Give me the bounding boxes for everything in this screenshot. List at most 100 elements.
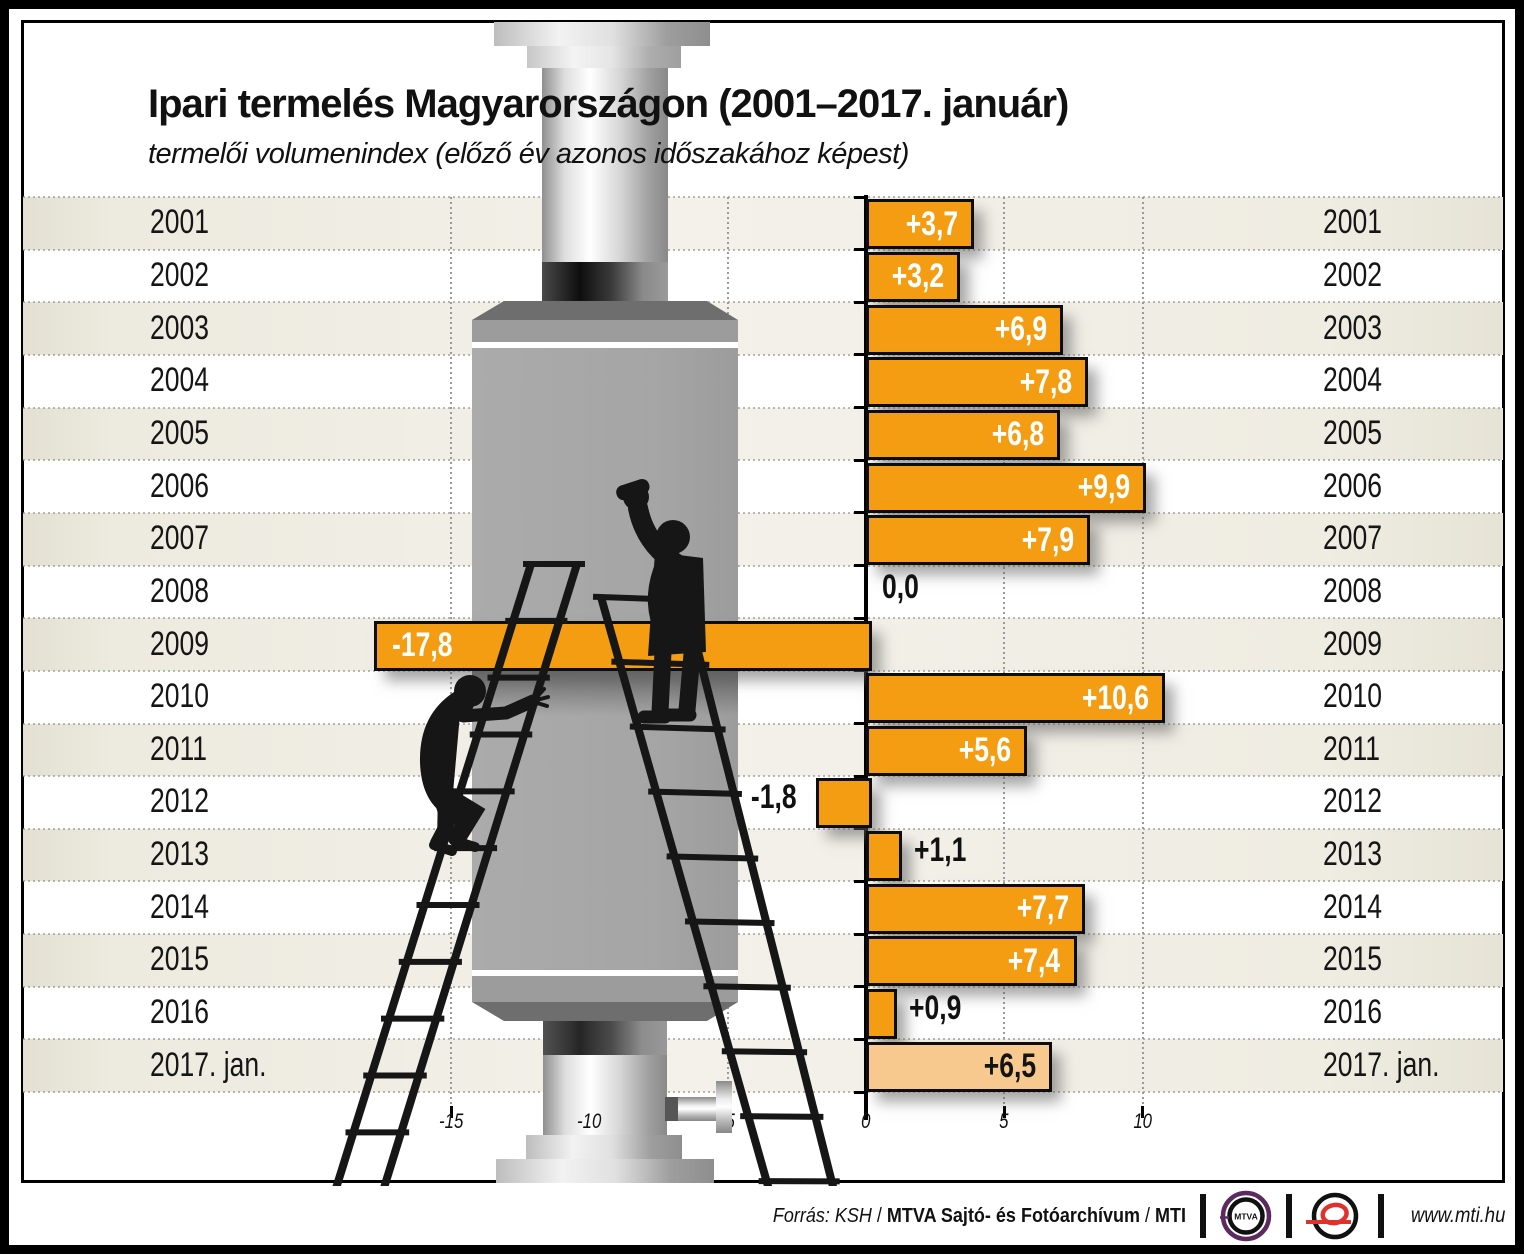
bar-value-label: +6,5 bbox=[983, 1047, 1036, 1086]
year-label-right: 2004 bbox=[1323, 361, 1382, 400]
row-separator bbox=[23, 1091, 1503, 1094]
footer-separator bbox=[1285, 1194, 1292, 1238]
year-label-left: 2002 bbox=[150, 255, 209, 294]
x-axis-tick-label: 5 bbox=[999, 1110, 1009, 1134]
year-label-left: 2017. jan. bbox=[150, 1045, 267, 1084]
bar-value-label: -17,8 bbox=[391, 626, 453, 665]
row-stripe bbox=[23, 407, 1503, 461]
axis-tick bbox=[854, 879, 866, 883]
footer-separator bbox=[1377, 1194, 1384, 1238]
year-label-right: 2012 bbox=[1323, 782, 1382, 821]
page-title: Ipari termelés Magyarországon (2001–2017… bbox=[148, 82, 1069, 126]
axis-tick bbox=[854, 300, 866, 304]
x-axis-tick-label: -5 bbox=[720, 1110, 736, 1134]
year-label-right: 2015 bbox=[1323, 940, 1382, 979]
source-mti: MTI bbox=[1154, 1204, 1186, 1227]
axis-tick bbox=[854, 1037, 866, 1041]
row-stripe bbox=[23, 302, 1503, 355]
bar-value-label: 0,0 bbox=[882, 567, 919, 606]
svg-text:MTVA: MTVA bbox=[1234, 1212, 1257, 1222]
bar-value-label: +3,7 bbox=[905, 204, 959, 243]
gridline-vertical bbox=[1141, 197, 1144, 1107]
row-separator bbox=[23, 248, 1503, 251]
year-label-right: 2006 bbox=[1323, 466, 1382, 505]
x-axis-tick-label: 10 bbox=[1133, 1110, 1152, 1134]
bar-value-label: +6,8 bbox=[991, 415, 1045, 454]
year-label-right: 2003 bbox=[1323, 308, 1382, 347]
year-label-left: 2013 bbox=[150, 835, 209, 874]
year-label-right: 2016 bbox=[1323, 993, 1382, 1032]
axis-tick bbox=[854, 722, 866, 725]
year-label-left: 2012 bbox=[150, 782, 209, 821]
bar: +7,9 bbox=[866, 515, 1091, 566]
row-stripe bbox=[23, 197, 1503, 250]
source-archive: MTVA Sajtó- és Fotóarchívum bbox=[886, 1204, 1140, 1227]
year-label-left: 2005 bbox=[150, 413, 209, 452]
x-axis-tick-label: 0 bbox=[861, 1110, 871, 1134]
bar-value-label: +1,1 bbox=[914, 831, 967, 870]
mti-logo-icon bbox=[1305, 1192, 1358, 1240]
axis-tick bbox=[854, 195, 866, 199]
row-separator bbox=[23, 1038, 1503, 1041]
year-label-left: 2011 bbox=[150, 729, 208, 768]
bar-value-label: +7,4 bbox=[1008, 941, 1061, 980]
year-label-right: 2010 bbox=[1323, 677, 1382, 716]
mtva-logo-icon: MTVA bbox=[1219, 1190, 1271, 1242]
year-label-right: 2007 bbox=[1323, 519, 1382, 558]
bar-value-label: +7,7 bbox=[1016, 889, 1069, 928]
axis-tick bbox=[854, 932, 866, 936]
bar: +5,6 bbox=[866, 725, 1027, 776]
axis-tick bbox=[854, 616, 866, 620]
axis-tick bbox=[854, 774, 866, 778]
axis-tick bbox=[854, 353, 866, 357]
row-separator bbox=[23, 617, 1503, 620]
year-label-right: 2009 bbox=[1323, 624, 1382, 663]
bar: +6,8 bbox=[866, 409, 1061, 460]
year-label-left: 2006 bbox=[150, 466, 209, 505]
year-label-left: 2001 bbox=[150, 203, 209, 242]
bar: +6,9 bbox=[866, 304, 1063, 355]
axis-tick bbox=[854, 406, 866, 410]
year-label-right: 2008 bbox=[1323, 571, 1382, 610]
bar: +7,4 bbox=[866, 936, 1077, 987]
bar bbox=[866, 831, 903, 882]
axis-tick bbox=[854, 458, 866, 462]
year-label-right: 2013 bbox=[1323, 835, 1382, 874]
bar-value-label: +7,8 bbox=[1019, 362, 1072, 401]
row-separator bbox=[23, 985, 1503, 988]
bar: +6,5 bbox=[866, 1041, 1052, 1092]
bar: +10,6 bbox=[866, 673, 1166, 724]
year-label-right: 2001 bbox=[1323, 203, 1382, 242]
year-label-left: 2007 bbox=[150, 519, 209, 558]
bar: +3,7 bbox=[866, 199, 975, 250]
source-prefix: Forrás: KSH bbox=[772, 1204, 872, 1227]
row-separator bbox=[23, 880, 1503, 883]
bar: +7,7 bbox=[866, 883, 1085, 934]
row-separator bbox=[23, 353, 1503, 356]
bar: +9,9 bbox=[866, 462, 1146, 513]
x-axis-tick-label: -15 bbox=[439, 1110, 464, 1134]
bar-value-label: +3,2 bbox=[892, 257, 945, 296]
bar: -17,8 bbox=[373, 620, 872, 671]
axis-tick bbox=[854, 669, 866, 673]
year-label-left: 2004 bbox=[150, 361, 209, 400]
inner-frame bbox=[21, 20, 1505, 1183]
bar-value-label: +9,9 bbox=[1077, 468, 1130, 507]
year-label-left: 2010 bbox=[150, 677, 209, 716]
bar-value-label: +7,9 bbox=[1022, 520, 1075, 559]
year-label-left: 2014 bbox=[150, 887, 209, 926]
bar bbox=[866, 989, 897, 1040]
row-separator bbox=[23, 564, 1503, 567]
axis-tick bbox=[854, 511, 866, 515]
row-separator bbox=[23, 459, 1503, 462]
row-separator bbox=[23, 827, 1503, 830]
axis-tick bbox=[854, 985, 866, 989]
bar-value-label: -1,8 bbox=[750, 778, 797, 817]
row-separator bbox=[23, 722, 1503, 725]
bar-value-label: +5,6 bbox=[958, 731, 1011, 770]
footer: Forrás: KSH / MTVA Sajtó- és Fotóarchívu… bbox=[0, 1186, 1524, 1246]
axis-tick bbox=[854, 1090, 866, 1094]
bar-value-label: +0,9 bbox=[908, 989, 962, 1028]
year-label-right: 2005 bbox=[1323, 413, 1382, 452]
year-label-right: 2014 bbox=[1323, 887, 1382, 926]
